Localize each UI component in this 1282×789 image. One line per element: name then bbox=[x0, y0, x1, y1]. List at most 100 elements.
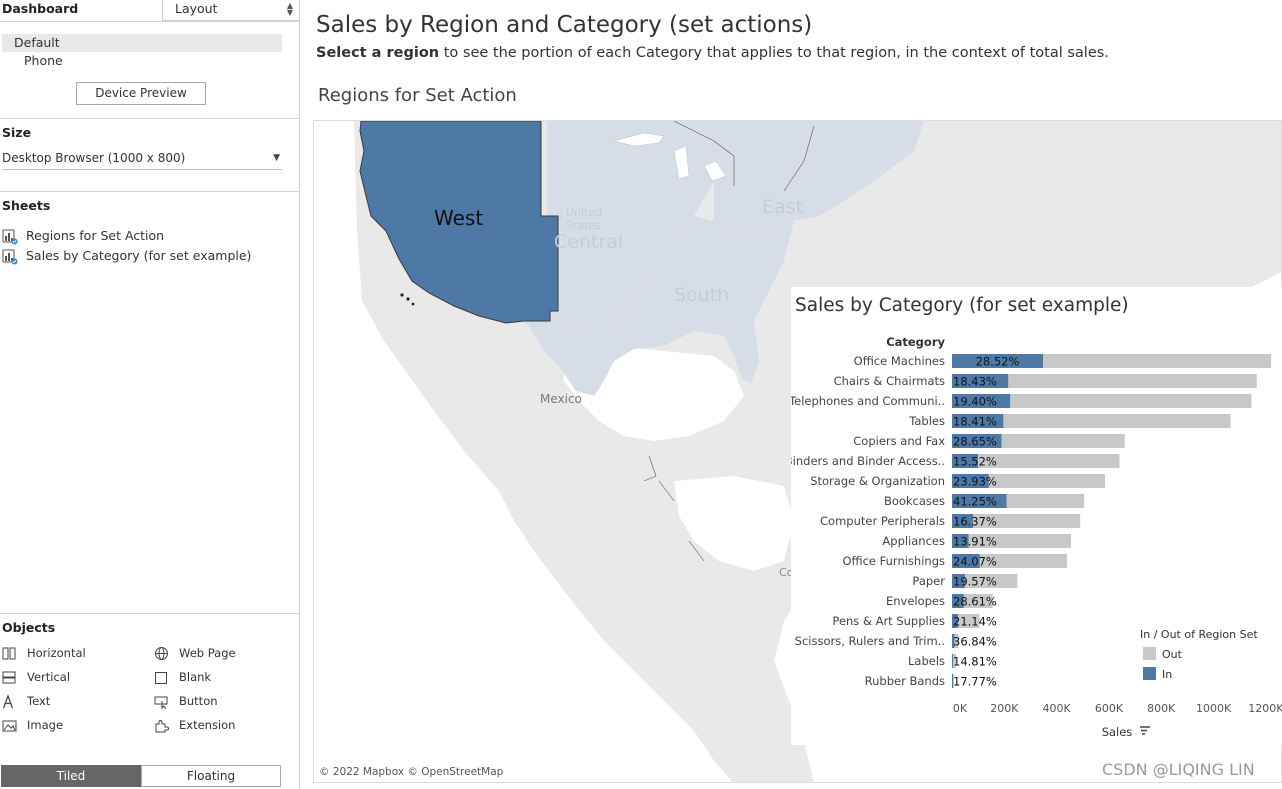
legend-label-in[interactable]: In bbox=[1162, 668, 1172, 681]
sheet-item-label: Regions for Set Action bbox=[26, 228, 165, 243]
in-percent-label: 16.37% bbox=[953, 515, 997, 529]
map-label-central: Central bbox=[554, 231, 624, 253]
x-tick-label: 1000K bbox=[1196, 702, 1232, 715]
sort-descending-icon[interactable] bbox=[1140, 726, 1150, 735]
map-label-co: Co bbox=[779, 566, 794, 579]
x-tick-label: 200K bbox=[990, 702, 1019, 715]
layout-tab[interactable]: Layout ▲ ▼ bbox=[162, 0, 300, 21]
bar-in[interactable] bbox=[952, 574, 965, 588]
map-label-united-states: United States bbox=[566, 206, 603, 232]
bar-out[interactable] bbox=[952, 654, 956, 668]
size-dropdown[interactable]: Desktop Browser (1000 x 800) ▼ bbox=[2, 150, 282, 170]
blank-icon bbox=[155, 672, 167, 684]
x-tick-label: 600K bbox=[1095, 702, 1124, 715]
map-label-east: East bbox=[762, 196, 803, 218]
central-america-borders bbox=[643, 455, 705, 562]
in-percent-label: 36.84% bbox=[953, 635, 997, 649]
bar-out[interactable] bbox=[952, 574, 1018, 588]
device-default[interactable]: Default bbox=[2, 34, 282, 52]
x-axis-label: Sales bbox=[1102, 725, 1133, 739]
bar-in[interactable] bbox=[952, 594, 964, 608]
device-phone[interactable]: Phone bbox=[24, 53, 63, 68]
chevron-down-icon: ▼ bbox=[273, 153, 280, 163]
floating-toggle-button[interactable]: Floating bbox=[141, 765, 281, 787]
bar-in[interactable] bbox=[952, 634, 955, 648]
bar-in[interactable] bbox=[952, 614, 958, 628]
border-lines bbox=[673, 121, 815, 192]
object-label: Web Page bbox=[179, 646, 236, 660]
button-icon bbox=[154, 696, 168, 710]
object-label: Horizontal bbox=[27, 646, 86, 660]
image-icon bbox=[2, 720, 17, 732]
region-texas[interactable] bbox=[524, 216, 614, 396]
legend-swatch-out[interactable] bbox=[1143, 647, 1156, 660]
bar-in[interactable] bbox=[952, 534, 969, 548]
bar-out[interactable] bbox=[952, 634, 959, 648]
bar-in[interactable] bbox=[952, 354, 1044, 368]
channel-island bbox=[400, 293, 404, 297]
category-label: Rubber Bands bbox=[865, 674, 945, 688]
bar-out[interactable] bbox=[952, 534, 1072, 548]
great-lakes bbox=[612, 132, 727, 182]
bar-out[interactable] bbox=[952, 454, 1120, 468]
object-label: Blank bbox=[179, 670, 212, 684]
worksheet-icon bbox=[2, 249, 18, 265]
category-label: Pens & Art Supplies bbox=[832, 614, 945, 628]
bar-out[interactable] bbox=[952, 414, 1231, 428]
dashboard-tab[interactable]: Dashboard bbox=[2, 1, 79, 16]
baja-peninsula bbox=[409, 311, 479, 421]
region-west[interactable] bbox=[359, 121, 559, 324]
in-percent-label: 15.52% bbox=[953, 455, 997, 469]
map-label-south: South bbox=[674, 284, 730, 306]
worksheet-icon bbox=[2, 229, 18, 245]
bar-in[interactable] bbox=[952, 494, 1007, 508]
caribbean-sea bbox=[674, 476, 794, 571]
legend-swatch-in[interactable] bbox=[1143, 667, 1156, 680]
category-label: Binders and Binder Access.. bbox=[791, 454, 945, 468]
objects-section-title: Objects bbox=[2, 620, 56, 635]
subtitle-emphasis: Select a region bbox=[316, 45, 440, 61]
bar-out[interactable] bbox=[952, 614, 980, 628]
x-tick-label: 800K bbox=[1147, 702, 1176, 715]
category-label: Paper bbox=[912, 574, 945, 588]
object-label: Button bbox=[179, 694, 218, 708]
category-label: Office Furnishings bbox=[842, 554, 945, 568]
object-label: Extension bbox=[179, 718, 236, 732]
bar-in[interactable] bbox=[952, 434, 1002, 448]
bar-in[interactable] bbox=[952, 414, 1004, 428]
category-label: Envelopes bbox=[886, 594, 945, 608]
dashboard-subtitle: Select a region to see the portion of ea… bbox=[316, 45, 1109, 61]
vertical-container-icon bbox=[2, 671, 16, 684]
bar-in[interactable] bbox=[952, 514, 973, 528]
size-dropdown-value: Desktop Browser (1000 x 800) bbox=[2, 151, 186, 165]
map-sheet-title: Regions for Set Action bbox=[318, 85, 517, 106]
category-label: Tables bbox=[908, 414, 945, 428]
tiled-toggle-button[interactable]: Tiled bbox=[1, 765, 141, 787]
bar-in[interactable] bbox=[952, 394, 1011, 408]
region-south[interactable] bbox=[558, 216, 794, 383]
bar-out[interactable] bbox=[952, 474, 1106, 488]
x-tick-label: 400K bbox=[1043, 702, 1072, 715]
bar-in[interactable] bbox=[952, 474, 989, 488]
bar-out[interactable] bbox=[952, 374, 1257, 388]
bar-in[interactable] bbox=[952, 654, 953, 668]
region-east[interactable] bbox=[714, 121, 924, 236]
cuba-island bbox=[689, 443, 764, 466]
bar-in[interactable] bbox=[952, 454, 978, 468]
category-label: Appliances bbox=[882, 534, 945, 548]
bar-in[interactable] bbox=[952, 374, 1009, 388]
bar-out[interactable] bbox=[952, 514, 1081, 528]
x-tick-label: 1200K bbox=[1248, 702, 1282, 715]
bar-out[interactable] bbox=[952, 674, 955, 688]
in-percent-label: 19.40% bbox=[953, 395, 997, 409]
device-preview-button[interactable]: Device Preview bbox=[76, 82, 206, 105]
in-percent-label: 41.25% bbox=[953, 495, 997, 509]
region-central[interactable] bbox=[541, 121, 744, 336]
bar-in[interactable] bbox=[952, 674, 953, 688]
bar-in[interactable] bbox=[952, 554, 980, 568]
bar-out[interactable] bbox=[952, 394, 1252, 408]
sheet-item-label: Sales by Category (for set example) bbox=[26, 248, 252, 263]
bar-out[interactable] bbox=[952, 554, 1068, 568]
sales-by-category-chart[interactable]: Sales by Category (for set example) Cate… bbox=[791, 287, 1282, 745]
legend-label-out[interactable]: Out bbox=[1162, 648, 1183, 661]
